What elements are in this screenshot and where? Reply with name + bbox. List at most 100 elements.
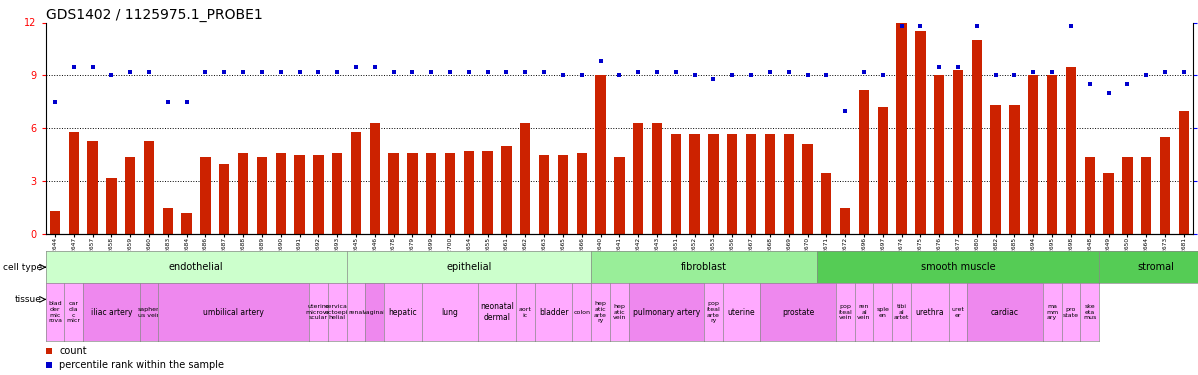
Bar [558, 155, 568, 234]
Text: vaginal: vaginal [363, 310, 386, 315]
Bar [1123, 157, 1132, 234]
Bar [107, 178, 116, 234]
Text: tissue: tissue [16, 295, 42, 304]
Bar [783, 134, 794, 234]
Text: percentile rank within the sample: percentile rank within the sample [59, 360, 224, 370]
Bar [87, 141, 98, 234]
Text: prostate: prostate [782, 308, 815, 316]
Text: cervical
ectoepit
helial: cervical ectoepit helial [325, 304, 350, 321]
Bar [1160, 137, 1170, 234]
Text: pulmonary artery: pulmonary artery [633, 308, 700, 316]
Bar [746, 134, 756, 234]
Bar [256, 157, 267, 234]
Bar [388, 153, 399, 234]
Text: fibroblast: fibroblast [680, 262, 727, 272]
Bar [407, 153, 418, 234]
Bar [125, 157, 135, 234]
Bar [1084, 157, 1095, 234]
Text: iliac artery: iliac artery [91, 308, 132, 316]
Bar [690, 134, 700, 234]
Bar [991, 105, 1000, 234]
Text: ren
al
vein: ren al vein [858, 304, 871, 321]
Bar [764, 134, 775, 234]
Text: stromal: stromal [1137, 262, 1174, 272]
Bar [915, 32, 926, 234]
Text: neonatal
dermal: neonatal dermal [480, 303, 514, 322]
Text: pop
iteal
vein: pop iteal vein [839, 304, 852, 321]
Bar [803, 144, 812, 234]
Bar [295, 155, 304, 234]
Text: uterine: uterine [728, 308, 756, 316]
Bar [370, 123, 380, 234]
Bar [633, 123, 643, 234]
Bar [652, 123, 662, 234]
Bar [144, 141, 155, 234]
Bar [464, 152, 474, 234]
Bar [671, 134, 680, 234]
Text: count: count [59, 346, 86, 356]
Bar [1179, 111, 1188, 234]
Text: pro
state: pro state [1063, 307, 1079, 318]
Bar [181, 213, 192, 234]
Text: blad
der
mic
rova: blad der mic rova [48, 301, 62, 323]
Text: endothelial: endothelial [169, 262, 223, 272]
Bar [483, 152, 492, 234]
Bar [332, 153, 343, 234]
Bar [219, 164, 230, 234]
Bar [68, 132, 79, 234]
Bar [238, 153, 248, 234]
Text: hepatic: hepatic [388, 308, 417, 316]
Bar [878, 107, 888, 234]
Bar [520, 123, 531, 234]
Bar [615, 157, 624, 234]
Bar [50, 211, 60, 234]
Text: ma
mm
ary: ma mm ary [1046, 304, 1058, 321]
Text: lung: lung [442, 308, 459, 316]
Bar [952, 70, 963, 234]
Bar [501, 146, 512, 234]
Bar [1028, 75, 1039, 234]
Bar [595, 75, 606, 234]
Text: cell type: cell type [2, 262, 42, 272]
Text: cardiac: cardiac [991, 308, 1019, 316]
Bar [1047, 75, 1058, 234]
Text: saphen
us vein: saphen us vein [138, 307, 161, 318]
Bar [1066, 67, 1076, 234]
Bar [426, 153, 436, 234]
Text: epithelial: epithelial [446, 262, 491, 272]
Bar [821, 172, 831, 234]
Text: uret
er: uret er [951, 307, 964, 318]
Bar [200, 157, 211, 234]
Text: aort
ic: aort ic [519, 307, 532, 318]
Text: colon: colon [573, 310, 591, 315]
Text: umbilical artery: umbilical artery [204, 308, 264, 316]
Bar [351, 132, 361, 234]
Bar [444, 153, 455, 234]
Bar [708, 134, 719, 234]
Bar [1103, 172, 1114, 234]
Text: uterine
microva
scular: uterine microva scular [305, 304, 331, 321]
Bar [727, 134, 738, 234]
Text: smooth muscle: smooth muscle [921, 262, 996, 272]
Text: car
dia
c
micr: car dia c micr [67, 301, 80, 323]
Text: hep
atic
vein: hep atic vein [612, 304, 627, 321]
Text: renal: renal [347, 310, 364, 315]
Text: tibi
al
artet: tibi al artet [894, 304, 909, 321]
Text: pop
iteal
arte
ry: pop iteal arte ry [707, 301, 720, 323]
Bar [859, 90, 869, 234]
Bar [576, 153, 587, 234]
Bar [934, 75, 944, 234]
Text: hep
atic
arte
ry: hep atic arte ry [594, 301, 607, 323]
Text: urethra: urethra [915, 308, 944, 316]
Bar [1009, 105, 1019, 234]
Text: GDS1402 / 1125975.1_PROBE1: GDS1402 / 1125975.1_PROBE1 [46, 9, 262, 22]
Bar [972, 40, 982, 234]
Bar [840, 208, 851, 234]
Bar [313, 155, 323, 234]
Text: sple
en: sple en [876, 307, 889, 318]
Bar [539, 155, 549, 234]
Text: ske
eta
mus: ske eta mus [1083, 304, 1096, 321]
Bar [163, 208, 173, 234]
Bar [896, 22, 907, 234]
Bar [1140, 157, 1151, 234]
